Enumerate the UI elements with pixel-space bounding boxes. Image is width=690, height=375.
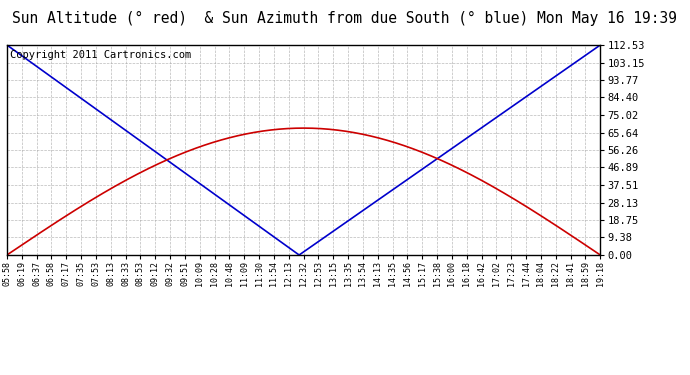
Text: Sun Altitude (° red)  & Sun Azimuth from due South (° blue) Mon May 16 19:39: Sun Altitude (° red) & Sun Azimuth from … <box>12 11 678 26</box>
Text: Copyright 2011 Cartronics.com: Copyright 2011 Cartronics.com <box>10 50 191 60</box>
